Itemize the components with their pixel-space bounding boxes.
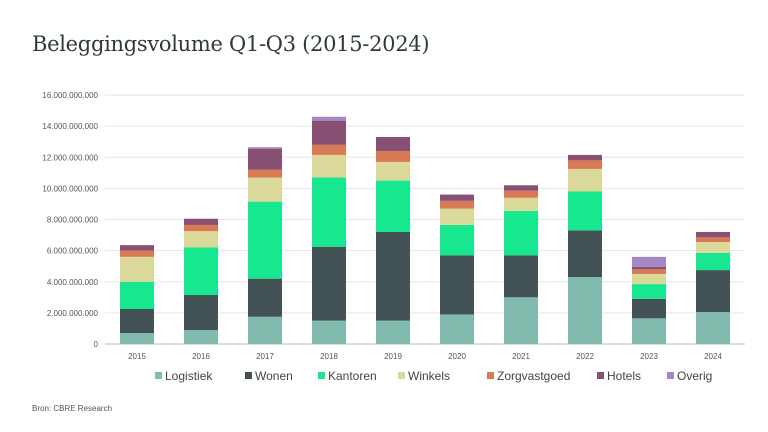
legend-label: Winkels bbox=[408, 369, 450, 383]
x-tick-label: 2017 bbox=[256, 352, 274, 361]
bar-segment-logistiek-2015 bbox=[120, 333, 154, 344]
legend-label: Logistiek bbox=[165, 369, 213, 383]
chart-title: Beleggingsvolume Q1-Q3 (2015-2024) bbox=[32, 32, 430, 56]
bar-segment-wonen-2024 bbox=[696, 270, 730, 313]
bar-segment-winkels-2017 bbox=[248, 177, 282, 202]
bar-segment-overig-2018 bbox=[312, 116, 346, 121]
bar-segment-zorgvastgoed-2024 bbox=[696, 237, 730, 243]
legend-label: Zorgvastgoed bbox=[497, 369, 570, 383]
y-tick-label: 2.000.000.000 bbox=[47, 309, 99, 318]
legend-swatch-zorgvastgoed bbox=[487, 372, 494, 379]
bar-segment-logistiek-2016 bbox=[184, 329, 218, 344]
bar-segment-hotels-2017 bbox=[248, 148, 282, 170]
bar-segment-hotels-2019 bbox=[376, 137, 410, 152]
bar-segment-kantoren-2017 bbox=[248, 201, 282, 279]
y-tick-label: 12.000.000.000 bbox=[42, 153, 98, 162]
x-tick-label: 2024 bbox=[704, 352, 722, 361]
bar-segment-winkels-2023 bbox=[632, 273, 666, 285]
bar-segment-winkels-2018 bbox=[312, 154, 346, 178]
bar-segment-zorgvastgoed-2019 bbox=[376, 151, 410, 162]
legend-swatch-overig bbox=[667, 372, 674, 379]
bar-segment-overig-2017 bbox=[248, 147, 282, 149]
bar-segment-hotels-2024 bbox=[696, 231, 730, 238]
bar-segment-hotels-2020 bbox=[440, 194, 474, 201]
x-tick-label: 2021 bbox=[512, 352, 530, 361]
bar-segment-zorgvastgoed-2018 bbox=[312, 144, 346, 155]
y-tick-label: 10.000.000.000 bbox=[42, 184, 98, 193]
bar-segment-kantoren-2019 bbox=[376, 180, 410, 232]
source-note: Bron: CBRE Research bbox=[32, 404, 113, 413]
bar-segment-zorgvastgoed-2020 bbox=[440, 200, 474, 209]
legend-label: Overig bbox=[677, 369, 712, 383]
bar-segment-zorgvastgoed-2017 bbox=[248, 169, 282, 178]
y-tick-label: 6.000.000.000 bbox=[47, 247, 99, 256]
bar-segment-hotels-2015 bbox=[120, 245, 154, 251]
bar-segment-kantoren-2021 bbox=[504, 210, 538, 256]
bar-segment-wonen-2023 bbox=[632, 298, 666, 319]
bar-segment-zorgvastgoed-2022 bbox=[568, 160, 602, 169]
y-tick-label: 8.000.000.000 bbox=[47, 216, 99, 225]
bar-segment-logistiek-2017 bbox=[248, 316, 282, 344]
bar-segment-kantoren-2023 bbox=[632, 284, 666, 299]
x-tick-label: 2020 bbox=[448, 352, 466, 361]
bar-segment-zorgvastgoed-2016 bbox=[184, 224, 218, 232]
bar-segment-hotels-2021 bbox=[504, 185, 538, 191]
bar-segment-kantoren-2016 bbox=[184, 247, 218, 295]
bar-segment-logistiek-2018 bbox=[312, 320, 346, 344]
bar-segment-winkels-2020 bbox=[440, 208, 474, 225]
bar-segment-logistiek-2020 bbox=[440, 314, 474, 344]
bar-segment-hotels-2023 bbox=[632, 266, 666, 270]
legend-swatch-wonen bbox=[245, 372, 252, 379]
bar-segment-logistiek-2024 bbox=[696, 312, 730, 344]
bar-segment-kantoren-2018 bbox=[312, 177, 346, 247]
bar-segment-hotels-2018 bbox=[312, 120, 346, 145]
bar-segment-hotels-2016 bbox=[184, 218, 218, 225]
legend-label: Kantoren bbox=[328, 369, 377, 383]
bar-segment-kantoren-2015 bbox=[120, 281, 154, 309]
y-tick-label: 4.000.000.000 bbox=[47, 278, 99, 287]
bar-segment-hotels-2022 bbox=[568, 154, 602, 161]
legend-swatch-winkels bbox=[398, 372, 405, 379]
bar-segment-logistiek-2022 bbox=[568, 277, 602, 344]
x-tick-label: 2016 bbox=[192, 352, 210, 361]
bar-segment-wonen-2021 bbox=[504, 255, 538, 298]
bar-segment-logistiek-2023 bbox=[632, 318, 666, 344]
y-tick-label: 14.000.000.000 bbox=[42, 122, 98, 131]
bar-segment-wonen-2016 bbox=[184, 294, 218, 330]
bar-segment-wonen-2020 bbox=[440, 255, 474, 315]
x-tick-label: 2022 bbox=[576, 352, 594, 361]
bar-segment-zorgvastgoed-2015 bbox=[120, 250, 154, 257]
bar-segment-winkels-2019 bbox=[376, 161, 410, 181]
y-tick-label: 16.000.000.000 bbox=[42, 91, 98, 100]
bar-segment-winkels-2021 bbox=[504, 197, 538, 211]
legend-label: Wonen bbox=[255, 369, 293, 383]
bar-segment-wonen-2015 bbox=[120, 308, 154, 334]
bar-segment-zorgvastgoed-2021 bbox=[504, 190, 538, 198]
bar-segment-kantoren-2020 bbox=[440, 224, 474, 256]
bar-segment-winkels-2016 bbox=[184, 231, 218, 248]
bar-segment-winkels-2022 bbox=[568, 168, 602, 192]
bar-segment-kantoren-2022 bbox=[568, 191, 602, 231]
bar-segment-logistiek-2021 bbox=[504, 297, 538, 344]
legend-swatch-logistiek bbox=[155, 372, 162, 379]
bar-segment-wonen-2018 bbox=[312, 246, 346, 321]
legend-swatch-kantoren bbox=[318, 372, 325, 379]
x-tick-label: 2019 bbox=[384, 352, 402, 361]
bar-segment-logistiek-2019 bbox=[376, 320, 410, 344]
bar-segment-kantoren-2024 bbox=[696, 252, 730, 271]
bar-segment-zorgvastgoed-2023 bbox=[632, 269, 666, 274]
legend-swatch-hotels bbox=[597, 372, 604, 379]
y-tick-label: 0 bbox=[94, 340, 99, 349]
bar-segment-wonen-2017 bbox=[248, 278, 282, 317]
bar-segment-wonen-2019 bbox=[376, 231, 410, 321]
legend-label: Hotels bbox=[607, 369, 641, 383]
x-tick-label: 2018 bbox=[320, 352, 338, 361]
bar-segment-overig-2023 bbox=[632, 256, 666, 267]
bar-segment-wonen-2022 bbox=[568, 230, 602, 278]
bar-segment-winkels-2015 bbox=[120, 256, 154, 282]
bar-segment-winkels-2024 bbox=[696, 242, 730, 253]
x-tick-label: 2023 bbox=[640, 352, 658, 361]
x-tick-label: 2015 bbox=[128, 352, 146, 361]
